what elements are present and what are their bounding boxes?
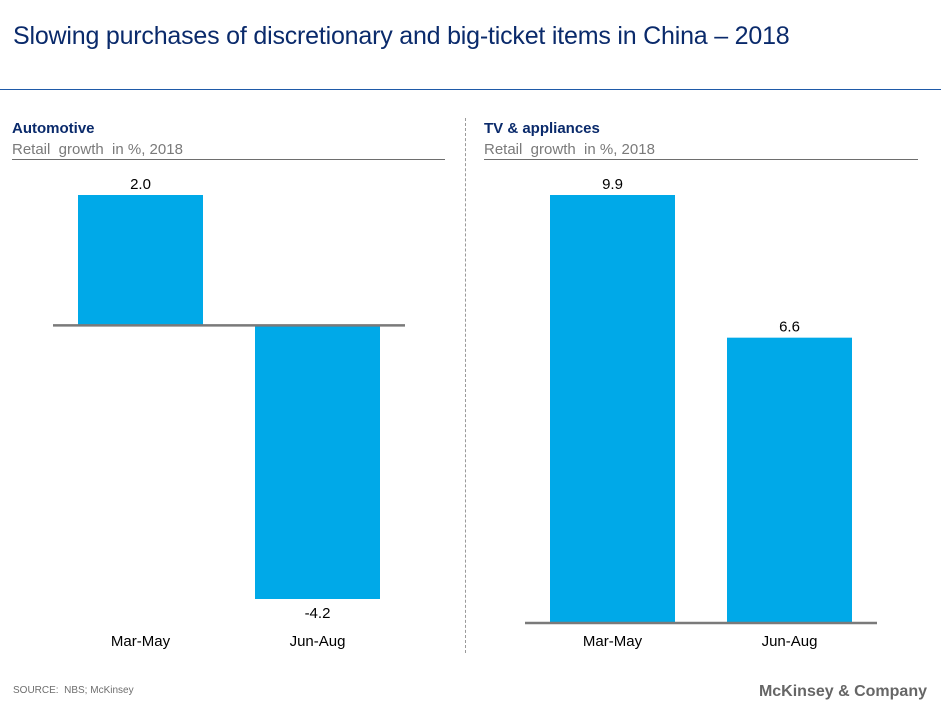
panel-title-automotive: Automotive	[12, 120, 95, 137]
bar-1-jun-aug	[727, 337, 852, 623]
bar-0-jun-aug	[255, 325, 380, 599]
panel-rule-automotive	[12, 159, 445, 160]
brand-logo-text: McKinsey & Company	[758, 683, 927, 700]
page-title: Slowing purchases of discretionary and b…	[13, 22, 790, 50]
data-label: 9.9	[602, 176, 623, 193]
data-label: -4.2	[305, 605, 331, 622]
source-note: SOURCE: NBS; McKinsey	[13, 685, 134, 696]
data-label: 2.0	[130, 176, 151, 193]
panel-divider	[465, 118, 466, 653]
data-label: 6.6	[779, 319, 800, 336]
title-divider	[0, 89, 941, 90]
panel-title-tv-appliances: TV & appliances	[484, 120, 600, 137]
panel-subtitle-tv-appliances: Retail growth in %, 2018	[484, 141, 655, 158]
bar-1-mar-may	[550, 195, 675, 623]
x-tick-label: Mar-May	[111, 633, 171, 650]
x-tick-label: Mar-May	[583, 633, 643, 650]
panel-rule-tv-appliances	[484, 159, 918, 160]
panel-subtitle-automotive: Retail growth in %, 2018	[12, 141, 183, 158]
bar-0-mar-may	[78, 195, 203, 326]
x-tick-label: Jun-Aug	[290, 633, 346, 650]
x-tick-label: Jun-Aug	[762, 633, 818, 650]
